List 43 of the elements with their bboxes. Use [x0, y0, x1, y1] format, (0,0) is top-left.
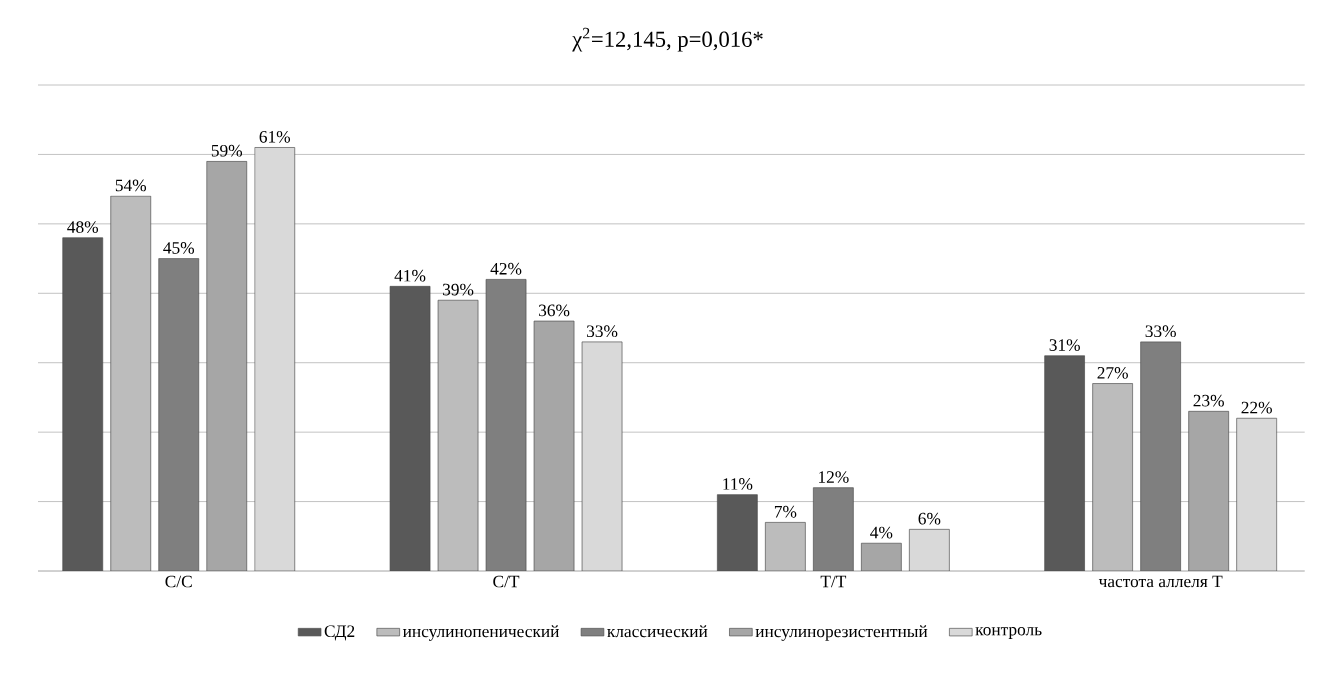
data-label: 33%	[1145, 325, 1176, 338]
legend-label: классический	[607, 625, 708, 638]
data-label: 12%	[819, 471, 849, 483]
x-tick-label: частота аллеля T	[1098, 575, 1223, 588]
bar	[1140, 341, 1182, 571]
bar	[581, 341, 623, 571]
data-label: 33%	[587, 325, 618, 338]
data-label: 61%	[259, 130, 291, 143]
data-label: 39%	[443, 283, 474, 296]
data-label: 23%	[1193, 394, 1224, 407]
data-label: 11%	[723, 478, 753, 490]
data-label: 42%	[490, 262, 522, 275]
bar	[909, 529, 950, 571]
chart-title: χ$^{2}$=12,145, p=0,016*	[572, 27, 763, 52]
data-label: 31%	[1049, 339, 1080, 351]
data-label: 45%	[163, 242, 195, 254]
data-label: 36%	[539, 304, 570, 317]
data-label: 48%	[67, 221, 99, 233]
legend-label: контроль	[975, 627, 1042, 639]
x-tick-label: T/T	[820, 575, 847, 588]
legend-label: СД2	[324, 625, 355, 641]
x-tick-label: C/T	[493, 575, 520, 588]
bar	[765, 522, 806, 571]
bar	[254, 147, 296, 571]
bar	[813, 487, 854, 571]
bar	[1044, 355, 1085, 571]
data-label: 4%	[870, 526, 893, 539]
legend-label: инсулинопенический	[402, 625, 560, 641]
legend-label: инсулинорезистентный	[755, 625, 928, 641]
data-label: 22%	[1241, 401, 1272, 414]
bar	[1236, 417, 1278, 571]
data-label: 54%	[115, 179, 147, 192]
bar	[717, 494, 758, 571]
bar	[485, 279, 527, 571]
data-label: 41%	[394, 269, 426, 282]
bar	[158, 258, 200, 571]
data-label: 7%	[774, 505, 797, 518]
data-label: 6%	[918, 512, 941, 525]
bar	[62, 237, 104, 571]
x-tick-label: C/C	[165, 575, 192, 588]
data-label: 59%	[211, 144, 243, 157]
bar	[389, 286, 431, 571]
data-label: 27%	[1097, 367, 1128, 379]
